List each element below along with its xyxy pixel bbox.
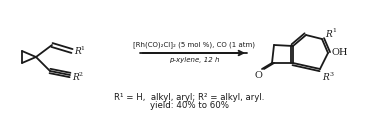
Text: 3: 3 — [329, 71, 333, 76]
Text: R¹ = H,  alkyl, aryl; R² = alkyl, aryl.: R¹ = H, alkyl, aryl; R² = alkyl, aryl. — [114, 92, 264, 101]
Text: yield: 40% to 60%: yield: 40% to 60% — [150, 101, 228, 109]
Text: OH: OH — [332, 47, 349, 56]
Text: R: R — [74, 46, 81, 55]
Text: R: R — [322, 73, 329, 82]
Text: p-xylene, 12 h: p-xylene, 12 h — [169, 56, 219, 62]
Text: [Rh(CO)₂Cl]₂ (5 mol %), CO (1 atm): [Rh(CO)₂Cl]₂ (5 mol %), CO (1 atm) — [133, 41, 255, 48]
Text: 2: 2 — [79, 72, 83, 77]
Text: O: O — [254, 70, 262, 79]
Text: R: R — [325, 29, 332, 38]
Text: R: R — [72, 73, 79, 82]
Text: 1: 1 — [81, 45, 85, 50]
Text: 1: 1 — [332, 27, 336, 32]
